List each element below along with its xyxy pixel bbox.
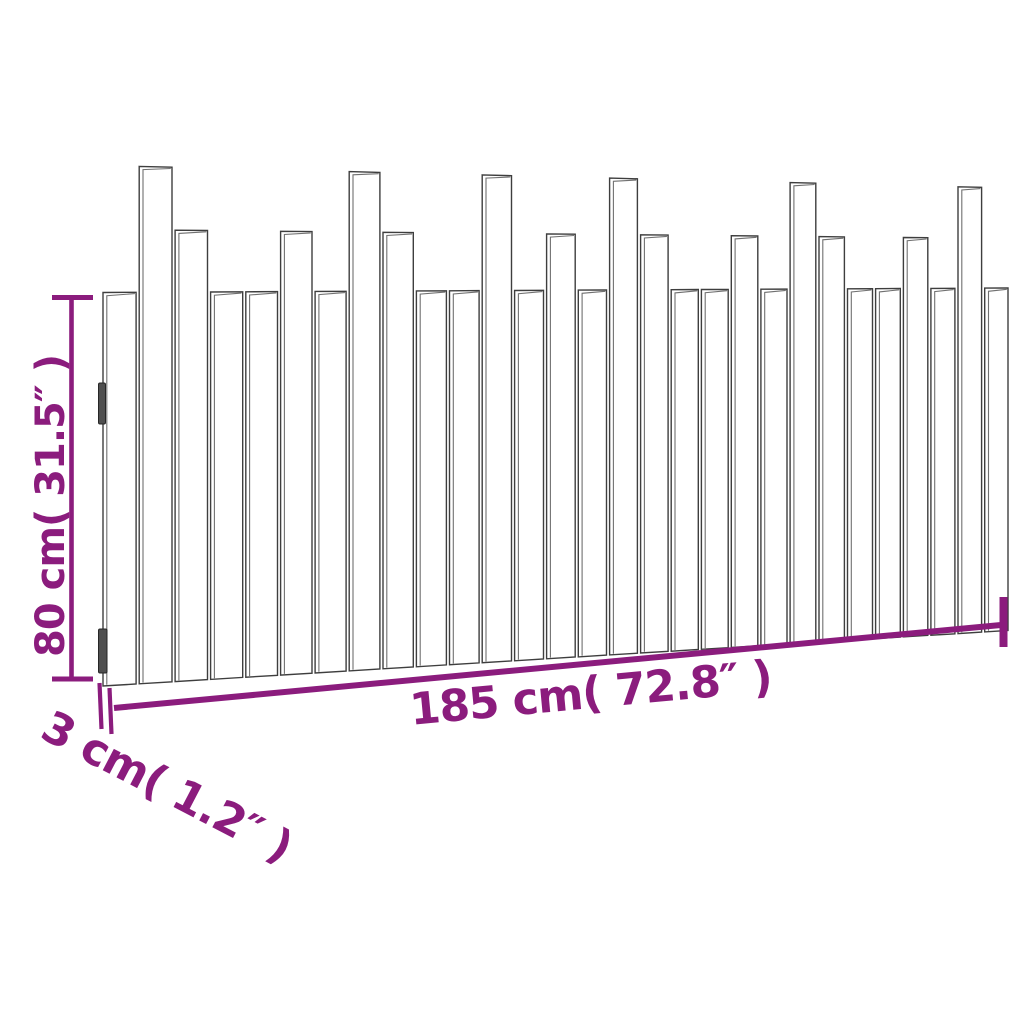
slat-24-edge-lines [850, 289, 872, 640]
slat-8-tall [348, 170, 381, 672]
slat-23-edge-lines [822, 237, 844, 641]
slat-4-short [209, 291, 244, 681]
slat-22-edge-lines [793, 183, 815, 643]
slat-14-edge-lines [549, 234, 575, 658]
slat-10-short [415, 290, 448, 668]
slat-11-short [448, 289, 480, 666]
slat-13-edge-lines [517, 291, 543, 660]
slat-29-short [984, 287, 1009, 633]
slat-1-edge-lines [106, 293, 135, 685]
slat-16-edge-lines [612, 179, 637, 654]
slat-28-tall [957, 186, 983, 635]
wall-bracket-1 [98, 382, 106, 425]
slat-13-short [513, 289, 545, 662]
wall-bracket-2 [98, 628, 108, 674]
slat-28-edge-lines [961, 188, 981, 633]
slat-25-edge-lines [878, 289, 900, 638]
height-dimension: 80 cm( 31.5″ ) [28, 295, 93, 682]
slat-5-edge-lines [249, 292, 277, 676]
slat-18-edge-lines [674, 290, 698, 650]
slat-26-medium [902, 236, 929, 638]
slat-19-edge-lines [704, 290, 728, 649]
slat-8-edge-lines [352, 173, 379, 670]
slat-17-medium [639, 234, 669, 654]
slat-12-tall [481, 174, 513, 664]
slat-20-edge-lines [734, 236, 757, 647]
slat-5-short [245, 290, 279, 678]
slat-15-edge-lines [581, 290, 606, 656]
depth-dimension-label: 3 cm( 1.2″ ) [33, 701, 300, 873]
slat-21-edge-lines [764, 289, 786, 645]
slat-2-edge-lines [142, 167, 171, 683]
slat-3-edge-lines [178, 231, 207, 681]
slat-17-edge-lines [643, 235, 667, 652]
slat-9-edge-lines [386, 233, 413, 668]
slat-4-edge-lines [213, 292, 242, 679]
headboard-slats [102, 165, 1009, 687]
slat-9-medium [382, 231, 414, 670]
slat-18-short [670, 288, 699, 652]
wall-mount-brackets [98, 382, 108, 674]
slat-6-edge-lines [283, 232, 311, 674]
slat-7-short [314, 290, 347, 674]
slat-27-short [930, 287, 956, 636]
slat-12-edge-lines [485, 176, 511, 662]
slat-3-medium [174, 229, 209, 683]
slat-16-tall [608, 177, 639, 656]
slat-7-edge-lines [318, 292, 345, 672]
slat-10-edge-lines [419, 291, 446, 666]
slat-6-medium [279, 230, 313, 676]
slat-26-edge-lines [906, 238, 927, 636]
depth-dimension-tick-2 [107, 687, 114, 735]
slat-27-edge-lines [934, 289, 954, 634]
depth-dimension-tick-1 [97, 682, 104, 730]
height-dimension-label: 80 cm( 31.5″ ) [28, 355, 74, 657]
slat-1-short [102, 291, 137, 687]
slat-15-short [577, 289, 608, 658]
width-dimension-line [113, 622, 1002, 711]
slat-2-tall [138, 165, 173, 685]
depth-dimension: 3 cm( 1.2″ ) [33, 682, 300, 873]
slat-11-edge-lines [452, 291, 478, 664]
slat-29-edge-lines [987, 288, 1007, 631]
slat-14-medium [545, 233, 576, 660]
